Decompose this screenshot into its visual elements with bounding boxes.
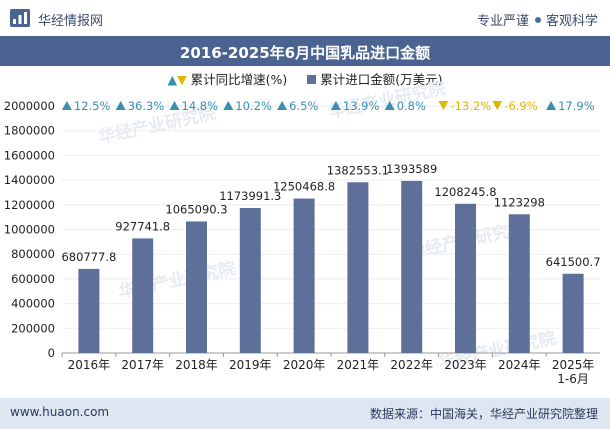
growth-label: 14.8% xyxy=(182,99,219,113)
y-tick-label: 1000000 xyxy=(4,223,55,237)
growth-down-icon xyxy=(438,101,449,110)
tagline-right: 客观科学 xyxy=(545,14,598,29)
bar xyxy=(132,238,154,353)
title-bar: 2016-2025年6月中国乳品进口金额 xyxy=(0,36,610,66)
data-label: 1393589 xyxy=(386,162,437,176)
bar xyxy=(347,182,369,353)
footer-source: 数据来源：中国海关，华经产业研究院整理 xyxy=(369,407,598,421)
bars xyxy=(78,180,584,353)
tagline-left: 专业严谨 xyxy=(476,14,529,29)
y-tick-label: 400000 xyxy=(11,297,55,311)
growth-label: 17.9% xyxy=(558,99,595,113)
data-label: 641500.7 xyxy=(546,255,601,269)
data-label: 680777.8 xyxy=(61,250,116,264)
triangle-down-icon: ▼ xyxy=(177,72,187,87)
growth-up-icon xyxy=(330,101,341,110)
growth-label: 13.9% xyxy=(343,99,380,113)
x-tick-label: 1-6月 xyxy=(557,372,589,386)
chart-title: 2016-2025年6月中国乳品进口金额 xyxy=(179,44,431,62)
y-tick-label: 0 xyxy=(48,346,55,360)
x-tick-label: 2025年 xyxy=(552,358,595,372)
x-tick-label: 2019年 xyxy=(229,358,272,372)
data-label: 927741.8 xyxy=(115,219,170,233)
y-tick-label: 200000 xyxy=(11,321,55,335)
brand-logo-icon xyxy=(10,9,30,27)
x-tick-label: 2016年 xyxy=(68,358,111,372)
legend-growth: ▲▼ 累计同比增速(%) xyxy=(167,69,287,88)
x-tick-label: 2020年 xyxy=(283,358,326,372)
growth-up-icon xyxy=(115,101,126,110)
x-tick-label: 2022年 xyxy=(390,358,433,372)
triangle-up-icon: ▲ xyxy=(167,72,178,87)
growth-up-icon xyxy=(384,101,395,110)
footer-url[interactable]: www.huaon.com xyxy=(10,405,110,419)
growth-up-icon xyxy=(223,101,234,110)
bar xyxy=(293,198,315,353)
bar-chart: 华经产业研究院华经产业研究院华经产业研究院华经产业研究院华经产业研究院 0200… xyxy=(4,78,601,386)
growth-label: 0.8% xyxy=(397,99,426,113)
x-axis: 2016年 2017年 2018年 2019年 2020年 2021年 2022年 2023年… xyxy=(68,358,595,386)
data-label: 1123298 xyxy=(494,195,545,209)
brand-name: 华经情报网 xyxy=(38,14,104,29)
bar xyxy=(78,268,100,353)
legend-value-label: 累计进口金额(万美元) xyxy=(320,72,443,87)
y-tick-label: 800000 xyxy=(11,247,55,261)
y-tick-label: 1200000 xyxy=(4,198,55,212)
bar xyxy=(455,203,476,353)
footer: www.huaon.com 数据来源：中国海关，华经产业研究院整理 xyxy=(0,398,610,429)
x-tick-label: 2023年 xyxy=(444,358,487,372)
y-tick-label: 2000000 xyxy=(4,99,55,113)
growth-label: 36.3% xyxy=(128,99,165,113)
legend-bar-swatch-icon xyxy=(307,75,317,84)
growth-row: 12.5% 36.3% 14.8% 10.2% 6.5% 13.9% 0.8% -13.2% -… xyxy=(61,99,595,113)
bar xyxy=(239,208,261,353)
bar xyxy=(562,273,584,353)
data-labels: 680777.8 927741.8 1065090.31173991.3125046… xyxy=(61,162,600,269)
data-label: 1250468.8 xyxy=(273,180,335,194)
data-label: 1173991.3 xyxy=(219,189,281,203)
y-tick-label: 600000 xyxy=(11,272,55,286)
x-tick-label: 2018年 xyxy=(175,358,218,372)
data-label: 1382553.1 xyxy=(327,163,389,177)
x-tick-label: 2021年 xyxy=(337,358,380,372)
tagline: 专业严谨 客观科学 xyxy=(477,10,598,29)
y-tick-label: 1400000 xyxy=(4,173,55,187)
top-bar: 华经情报网 专业严谨 客观科学 xyxy=(0,0,610,36)
growth-up-icon xyxy=(546,101,557,110)
growth-label: -6.9% xyxy=(504,99,537,113)
growth-up-icon xyxy=(61,101,72,110)
growth-label: 10.2% xyxy=(235,99,272,113)
growth-label: 12.5% xyxy=(74,99,111,113)
data-label: 1065090.3 xyxy=(165,202,227,216)
growth-down-icon xyxy=(492,101,503,110)
chart-legend: ▲▼ 累计同比增速(%) 累计进口金额(万美元) xyxy=(0,69,610,88)
growth-label: -13.2% xyxy=(451,99,492,113)
y-tick-label: 1800000 xyxy=(4,124,55,138)
bar xyxy=(401,180,423,353)
bar xyxy=(508,214,530,353)
growth-up-icon xyxy=(277,101,288,110)
x-tick-label: 2024年 xyxy=(498,358,541,372)
y-axis: 0 200000 400000 600000 800000 1000000 1200000 1… xyxy=(4,99,55,360)
legend-growth-label: 累计同比增速(%) xyxy=(190,72,288,87)
growth-label: 6.5% xyxy=(289,99,318,113)
data-label: 1208245.8 xyxy=(434,185,496,199)
growth-up-icon xyxy=(169,101,180,110)
legend-value: 累计进口金额(万美元) xyxy=(307,69,443,88)
bar xyxy=(186,221,207,353)
y-tick-label: 1600000 xyxy=(4,148,55,162)
x-tick-label: 2017年 xyxy=(121,358,164,372)
separator-dot-icon xyxy=(534,17,541,23)
